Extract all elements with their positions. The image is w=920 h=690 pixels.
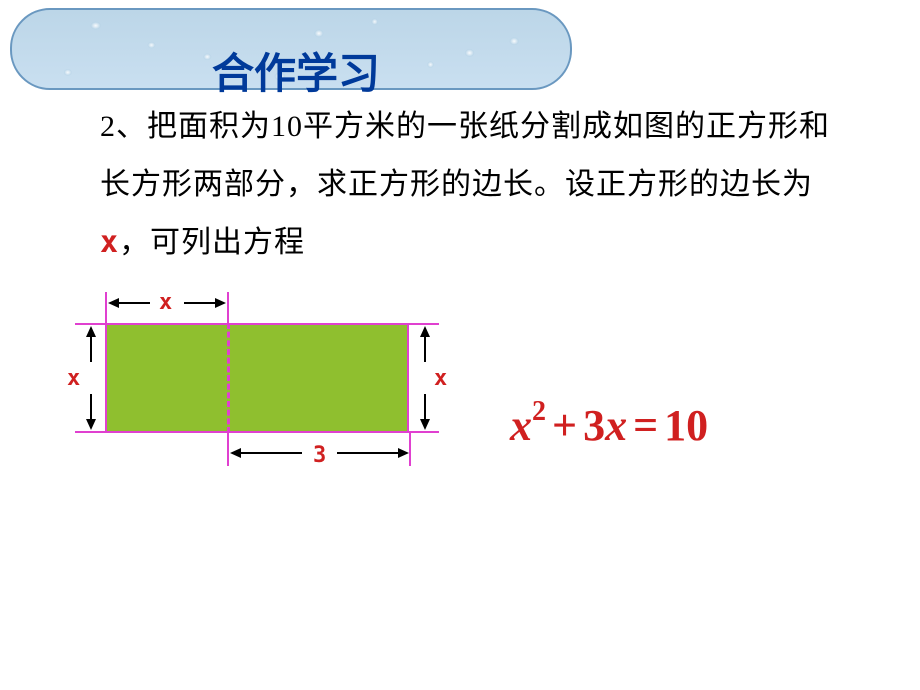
eq-plus: + bbox=[552, 401, 577, 450]
dim-left-arrow-down bbox=[86, 419, 96, 430]
eq-x2: x bbox=[605, 401, 627, 450]
eq-exp: 2 bbox=[532, 396, 546, 427]
dim-bot-left-seg bbox=[232, 452, 302, 454]
header-banner: 合作学习 bbox=[10, 8, 572, 90]
dim-left-label: x bbox=[67, 366, 80, 391]
ext-line-right-top bbox=[409, 323, 439, 325]
ext-line-left-bot bbox=[75, 431, 105, 433]
eq-eq: = bbox=[633, 401, 658, 450]
dim-bot-arrow-left bbox=[230, 448, 241, 458]
header-title: 合作学习 bbox=[212, 40, 380, 101]
dim-top-arrow-left bbox=[108, 298, 119, 308]
ext-line-top-left bbox=[105, 292, 107, 323]
ext-line-bot-left bbox=[227, 433, 229, 466]
equation: x2+3x=10 bbox=[510, 400, 708, 451]
diagram-divider bbox=[227, 323, 230, 433]
dim-bot-right-seg bbox=[337, 452, 407, 454]
dim-right-arrow-down bbox=[420, 419, 430, 430]
diagram: x x x 3 bbox=[87, 288, 437, 478]
ext-line-bot-right bbox=[409, 433, 411, 466]
ext-line-right-bot bbox=[409, 431, 439, 433]
problem-prefix: 2、把面积为10平方米的一张纸分割成如图的正方形和长方形两部分，求正方形的边长。… bbox=[100, 110, 830, 201]
eq-coef: 3 bbox=[583, 401, 605, 450]
dim-right-arrow-up bbox=[420, 326, 430, 337]
problem-text: 2、把面积为10平方米的一张纸分割成如图的正方形和长方形两部分，求正方形的边长。… bbox=[100, 98, 860, 272]
ext-line-left-top bbox=[75, 323, 105, 325]
problem-variable: x bbox=[100, 225, 119, 260]
dim-right-label: x bbox=[434, 366, 447, 391]
dim-top-arrow-right bbox=[215, 298, 226, 308]
eq-rhs: 10 bbox=[664, 401, 708, 450]
eq-x1: x bbox=[510, 401, 532, 450]
dim-bot-label: 3 bbox=[313, 443, 326, 468]
problem-suffix: ，可列出方程 bbox=[119, 226, 305, 259]
diagram-rectangle bbox=[105, 323, 409, 433]
dim-top-label: x bbox=[159, 290, 172, 315]
dim-bot-arrow-right bbox=[398, 448, 409, 458]
dim-left-arrow-up bbox=[86, 326, 96, 337]
ext-line-top-right bbox=[227, 292, 229, 323]
